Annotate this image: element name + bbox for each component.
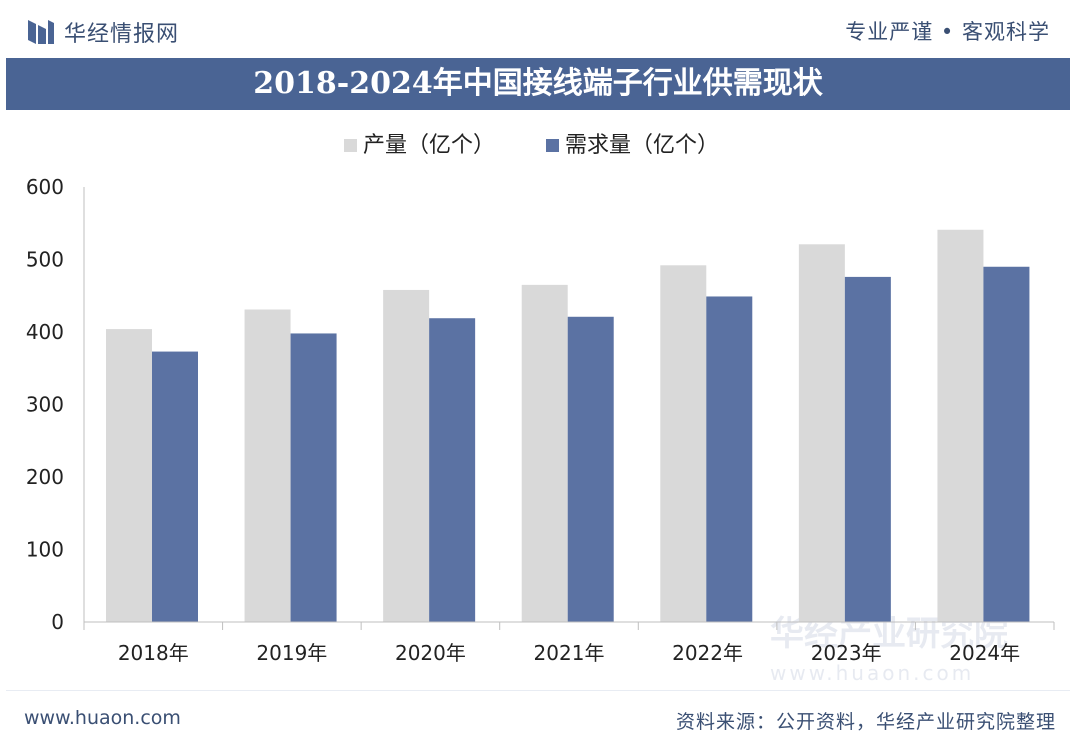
bar-demand-4	[706, 296, 753, 622]
x-tick-label: 2020年	[395, 641, 466, 665]
watermark-url: www.huaon.com	[770, 661, 974, 685]
y-tick-label: 200	[26, 465, 64, 489]
bar-demand-5	[844, 276, 891, 622]
x-tick-label: 2024年	[949, 641, 1020, 665]
x-tick-label: 2019年	[256, 641, 327, 665]
brand-logo-icon	[28, 20, 54, 44]
y-axis: 0 100 200 300 400 500 600	[26, 175, 85, 634]
source-note: 资料来源：公开资料，华经产业研究院整理	[675, 711, 1056, 733]
x-tick-label: 2018年	[118, 641, 189, 665]
site-url: www.huaon.com	[24, 707, 181, 729]
chart-title: 2018-2024年中国接线端子行业供需现状	[253, 66, 823, 101]
legend-swatch-1	[546, 139, 559, 152]
slogan: 专业严谨 • 客观科学	[845, 20, 1050, 44]
bar-demand-0	[152, 351, 198, 622]
x-tick-label: 2021年	[534, 641, 605, 665]
bar-demand-2	[429, 318, 476, 622]
bar-demand-1	[290, 333, 337, 622]
bar-production-3	[521, 284, 568, 622]
title-bar: 2018-2024年中国接线端子行业供需现状	[6, 58, 1070, 110]
bar-production-1	[244, 309, 291, 622]
bar-production-0	[106, 329, 152, 622]
y-tick-label: 600	[26, 175, 64, 199]
bar-production-5	[798, 244, 845, 622]
x-tick-label: 2023年	[811, 641, 882, 665]
bar-production-6	[937, 229, 984, 622]
y-tick-label: 100	[26, 538, 64, 562]
legend: 产量（亿个） 需求量（亿个）	[344, 133, 719, 158]
y-tick-label: 0	[51, 610, 64, 634]
top-bar: 华经情报网 专业严谨 • 客观科学	[0, 0, 1080, 58]
x-tick-label: 2022年	[672, 641, 743, 665]
brand-name: 华经情报网	[64, 22, 180, 47]
y-tick-label: 500	[26, 248, 64, 272]
legend-label-0: 产量（亿个）	[363, 133, 495, 158]
bars	[106, 229, 1030, 622]
bar-production-4	[660, 265, 707, 622]
x-axis: 2018年 2019年 2020年 2021年 2022年 2023年 2024年	[83, 621, 1055, 665]
bar-demand-6	[983, 266, 1030, 622]
bar-production-2	[383, 289, 430, 622]
y-tick-label: 400	[26, 320, 64, 344]
legend-label-1: 需求量（亿个）	[565, 133, 719, 158]
bar-chart: 华经产业研究院 www.huaon.com 产量（亿个） 需求量（亿个） 0100…	[26, 133, 1055, 685]
legend-swatch-0	[344, 139, 357, 152]
bar-demand-3	[567, 316, 614, 622]
footer: www.huaon.com 资料来源：公开资料，华经产业研究院整理	[6, 690, 1070, 743]
y-tick-label: 300	[26, 393, 64, 417]
